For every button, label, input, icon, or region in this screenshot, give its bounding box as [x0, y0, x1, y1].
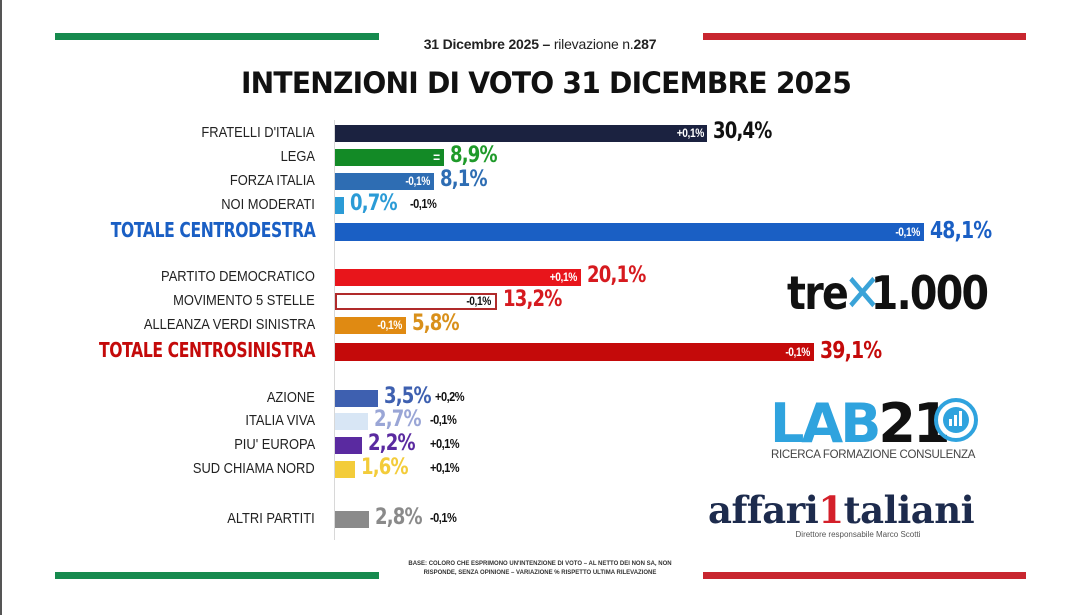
bar-value-alleanza-verdi-sinistra: 5,8% — [412, 311, 460, 337]
bar-row-fratelli-d-italia: FRATELLI D'ITALIA +0,1% 30,4% — [0, 119, 1080, 144]
bar-change-italia-viva: -0,1% — [430, 412, 457, 427]
bar-label-fratelli-d-italia: FRATELLI D'ITALIA — [201, 123, 315, 141]
flag-line-red-bottom — [703, 572, 1026, 579]
bar-label-noi-moderati: NOI MODERATI — [221, 195, 315, 213]
flag-line-green-top — [55, 33, 379, 40]
bar-row-totale-centrosinistra: TOTALE CENTROSINISTRA -0,1% 39,1% — [0, 338, 1080, 364]
bar-row-forza-italia: FORZA ITALIA -0,1% 8,1% — [0, 167, 1080, 192]
affari-text-a: affari — [708, 488, 819, 532]
bar-row-partito-democratico: PARTITO DEMOCRATICO +0,1% 20,1% — [0, 263, 1080, 288]
survey-number: 287 — [633, 36, 657, 52]
bar-change-alleanza-verdi-sinistra: -0,1% — [377, 318, 403, 332]
cross-icon: ✕ — [843, 264, 881, 324]
bar-row-lega: LEGA = 8,9% — [0, 143, 1080, 168]
bar-value-lega: 8,9% — [450, 143, 498, 169]
bar-chart-circle-icon — [934, 398, 978, 442]
bar-change-sud-chiama-nord: +0,1% — [430, 460, 460, 475]
bar-row-altri-partiti: ALTRI PARTITI 2,8% -0,1% — [0, 505, 1080, 530]
bar-label-italia-viva: ITALIA VIVA — [245, 411, 315, 429]
bar-label-alleanza-verdi-sinistra: ALLEANZA VERDI SINISTRA — [143, 315, 315, 333]
flag-line-red-top — [703, 33, 1026, 40]
bar-value-altri-partiti: 2,8% — [375, 505, 423, 531]
bar-noi-moderati — [335, 196, 344, 214]
affari-one: 1 — [818, 488, 844, 532]
bar-row-sud-chiama-nord: SUD CHIAMA NORD 1,6% +0,1% — [0, 455, 1080, 480]
bar-totale-centrodestra: -0,1% — [335, 223, 925, 241]
subtitle-separator: – — [542, 36, 551, 52]
tre-per-mille-logo: tre✕1.000 — [787, 262, 989, 324]
bar-label-movimento-5-stelle: MOVIMENTO 5 STELLE — [173, 291, 315, 309]
flag-line-green-bottom — [55, 572, 379, 579]
bar-lega: = — [335, 148, 445, 166]
bar-row-italia-viva: ITALIA VIVA 2,7% -0,1% — [0, 407, 1080, 432]
bar-row-piu-europa: PIU' EUROPA 2,2% +0,1% — [0, 431, 1080, 456]
lab21-lab-text: LAB — [770, 392, 881, 455]
bar-movimento-5-stelle: -0,1% — [335, 292, 497, 310]
survey-subtitle: 31 Dicembre 2025 – rilevazione n.287 — [0, 36, 1080, 52]
survey-date: 31 Dicembre 2025 — [423, 36, 539, 52]
bar-label-forza-italia: FORZA ITALIA — [229, 171, 315, 189]
bar-value-partito-democratico: 20,1% — [587, 263, 646, 289]
bar-change-forza-italia: -0,1% — [405, 174, 431, 188]
bar-row-movimento-5-stelle: MOVIMENTO 5 STELLE -0,1% 13,2% — [0, 287, 1080, 312]
survey-label: rilevazione n. — [553, 36, 634, 52]
bar-forza-italia: -0,1% — [335, 172, 435, 190]
bar-azione — [335, 389, 378, 407]
bar-value-fratelli-d-italia: 30,4% — [713, 119, 772, 145]
bar-change-piu-europa: +0,1% — [430, 436, 460, 451]
footnote: BASE: COLORO CHE ESPRIMONO UN'INTENZIONE… — [380, 560, 700, 578]
tre-prefix: tre — [787, 266, 849, 320]
bar-row-totale-centrodestra: TOTALE CENTRODESTRA -0,1% 48,1% — [0, 218, 1080, 244]
bar-change-azione: +0,2% — [435, 389, 465, 404]
bar-change-noi-moderati: -0,1% — [410, 196, 437, 211]
bar-label-sud-chiama-nord: SUD CHIAMA NORD — [193, 459, 315, 477]
affaritaliani-logo: affari1taliani — [708, 488, 975, 532]
bar-altri-partiti — [335, 510, 370, 528]
bar-value-italia-viva: 2,7% — [374, 407, 422, 433]
bar-label-azione: AZIONE — [266, 388, 315, 406]
affari-director: Direttore responsabile Marco Scotti — [795, 530, 921, 539]
lab21-tagline: RICERCA FORMAZIONE CONSULENZA — [771, 449, 976, 461]
bar-change-partito-democratico: +0,1% — [550, 270, 578, 284]
bar-sud-chiama-nord — [335, 460, 355, 478]
bar-value-noi-moderati: 0,7% — [349, 191, 398, 217]
bar-row-azione: AZIONE 3,5% +0,2% — [0, 384, 1080, 409]
bar-value-totale-centrodestra: 48,1% — [930, 217, 992, 244]
affari-text-b: taliani — [843, 488, 975, 532]
bar-label-altri-partiti: ALTRI PARTITI — [227, 509, 315, 527]
bar-change-lega: = — [433, 149, 441, 165]
bar-value-movimento-5-stelle: 13,2% — [502, 287, 562, 313]
bar-value-totale-centrosinistra: 39,1% — [819, 337, 882, 364]
chart-title: INTENZIONI DI VOTO 31 DICEMBRE 2025 — [240, 66, 852, 100]
bar-label-piu-europa: PIU' EUROPA — [233, 435, 315, 453]
footnote-line-1: BASE: COLORO CHE ESPRIMONO UN'INTENZIONE… — [408, 561, 672, 567]
bar-row-alleanza-verdi-sinistra: ALLEANZA VERDI SINISTRA -0,1% 5,8% — [0, 311, 1080, 336]
bar-piu-europa — [335, 436, 362, 454]
bar-value-sud-chiama-nord: 1,6% — [360, 455, 409, 481]
bar-partito-democratico: +0,1% — [335, 268, 582, 286]
bar-row-noi-moderati: NOI MODERATI 0,7% -0,1% — [0, 191, 1080, 216]
left-border — [0, 0, 2, 615]
bar-value-forza-italia: 8,1% — [440, 167, 488, 193]
bar-change-movimento-5-stelle: -0,1% — [466, 294, 491, 308]
bar-totale-centrosinistra: -0,1% — [335, 343, 814, 361]
bar-value-azione: 3,5% — [383, 384, 432, 410]
bar-italia-viva — [335, 412, 369, 430]
bar-alleanza-verdi-sinistra: -0,1% — [335, 316, 407, 334]
axis-line — [334, 120, 335, 540]
bar-label-totale-centrodestra: TOTALE CENTRODESTRA — [110, 218, 315, 242]
bar-label-totale-centrosinistra: TOTALE CENTROSINISTRA — [98, 338, 316, 362]
lab21-logo: LAB21 — [770, 392, 951, 455]
bar-change-totale-centrodestra: -0,1% — [895, 225, 921, 239]
bar-change-altri-partiti: -0,1% — [430, 510, 457, 525]
bar-value-piu-europa: 2,2% — [367, 431, 416, 457]
bar-change-fratelli-d-italia: +0,1% — [676, 126, 704, 140]
footnote-line-2: RISPONDE, SENZA OPINIONE – VARIAZIONE % … — [423, 570, 657, 576]
bar-fratelli-d-italia: +0,1% — [335, 124, 708, 142]
tre-suffix: 1.000 — [870, 266, 989, 320]
bar-change-totale-centrosinistra: -0,1% — [785, 345, 810, 359]
bar-label-lega: LEGA — [280, 147, 315, 165]
bar-label-partito-democratico: PARTITO DEMOCRATICO — [161, 267, 315, 285]
